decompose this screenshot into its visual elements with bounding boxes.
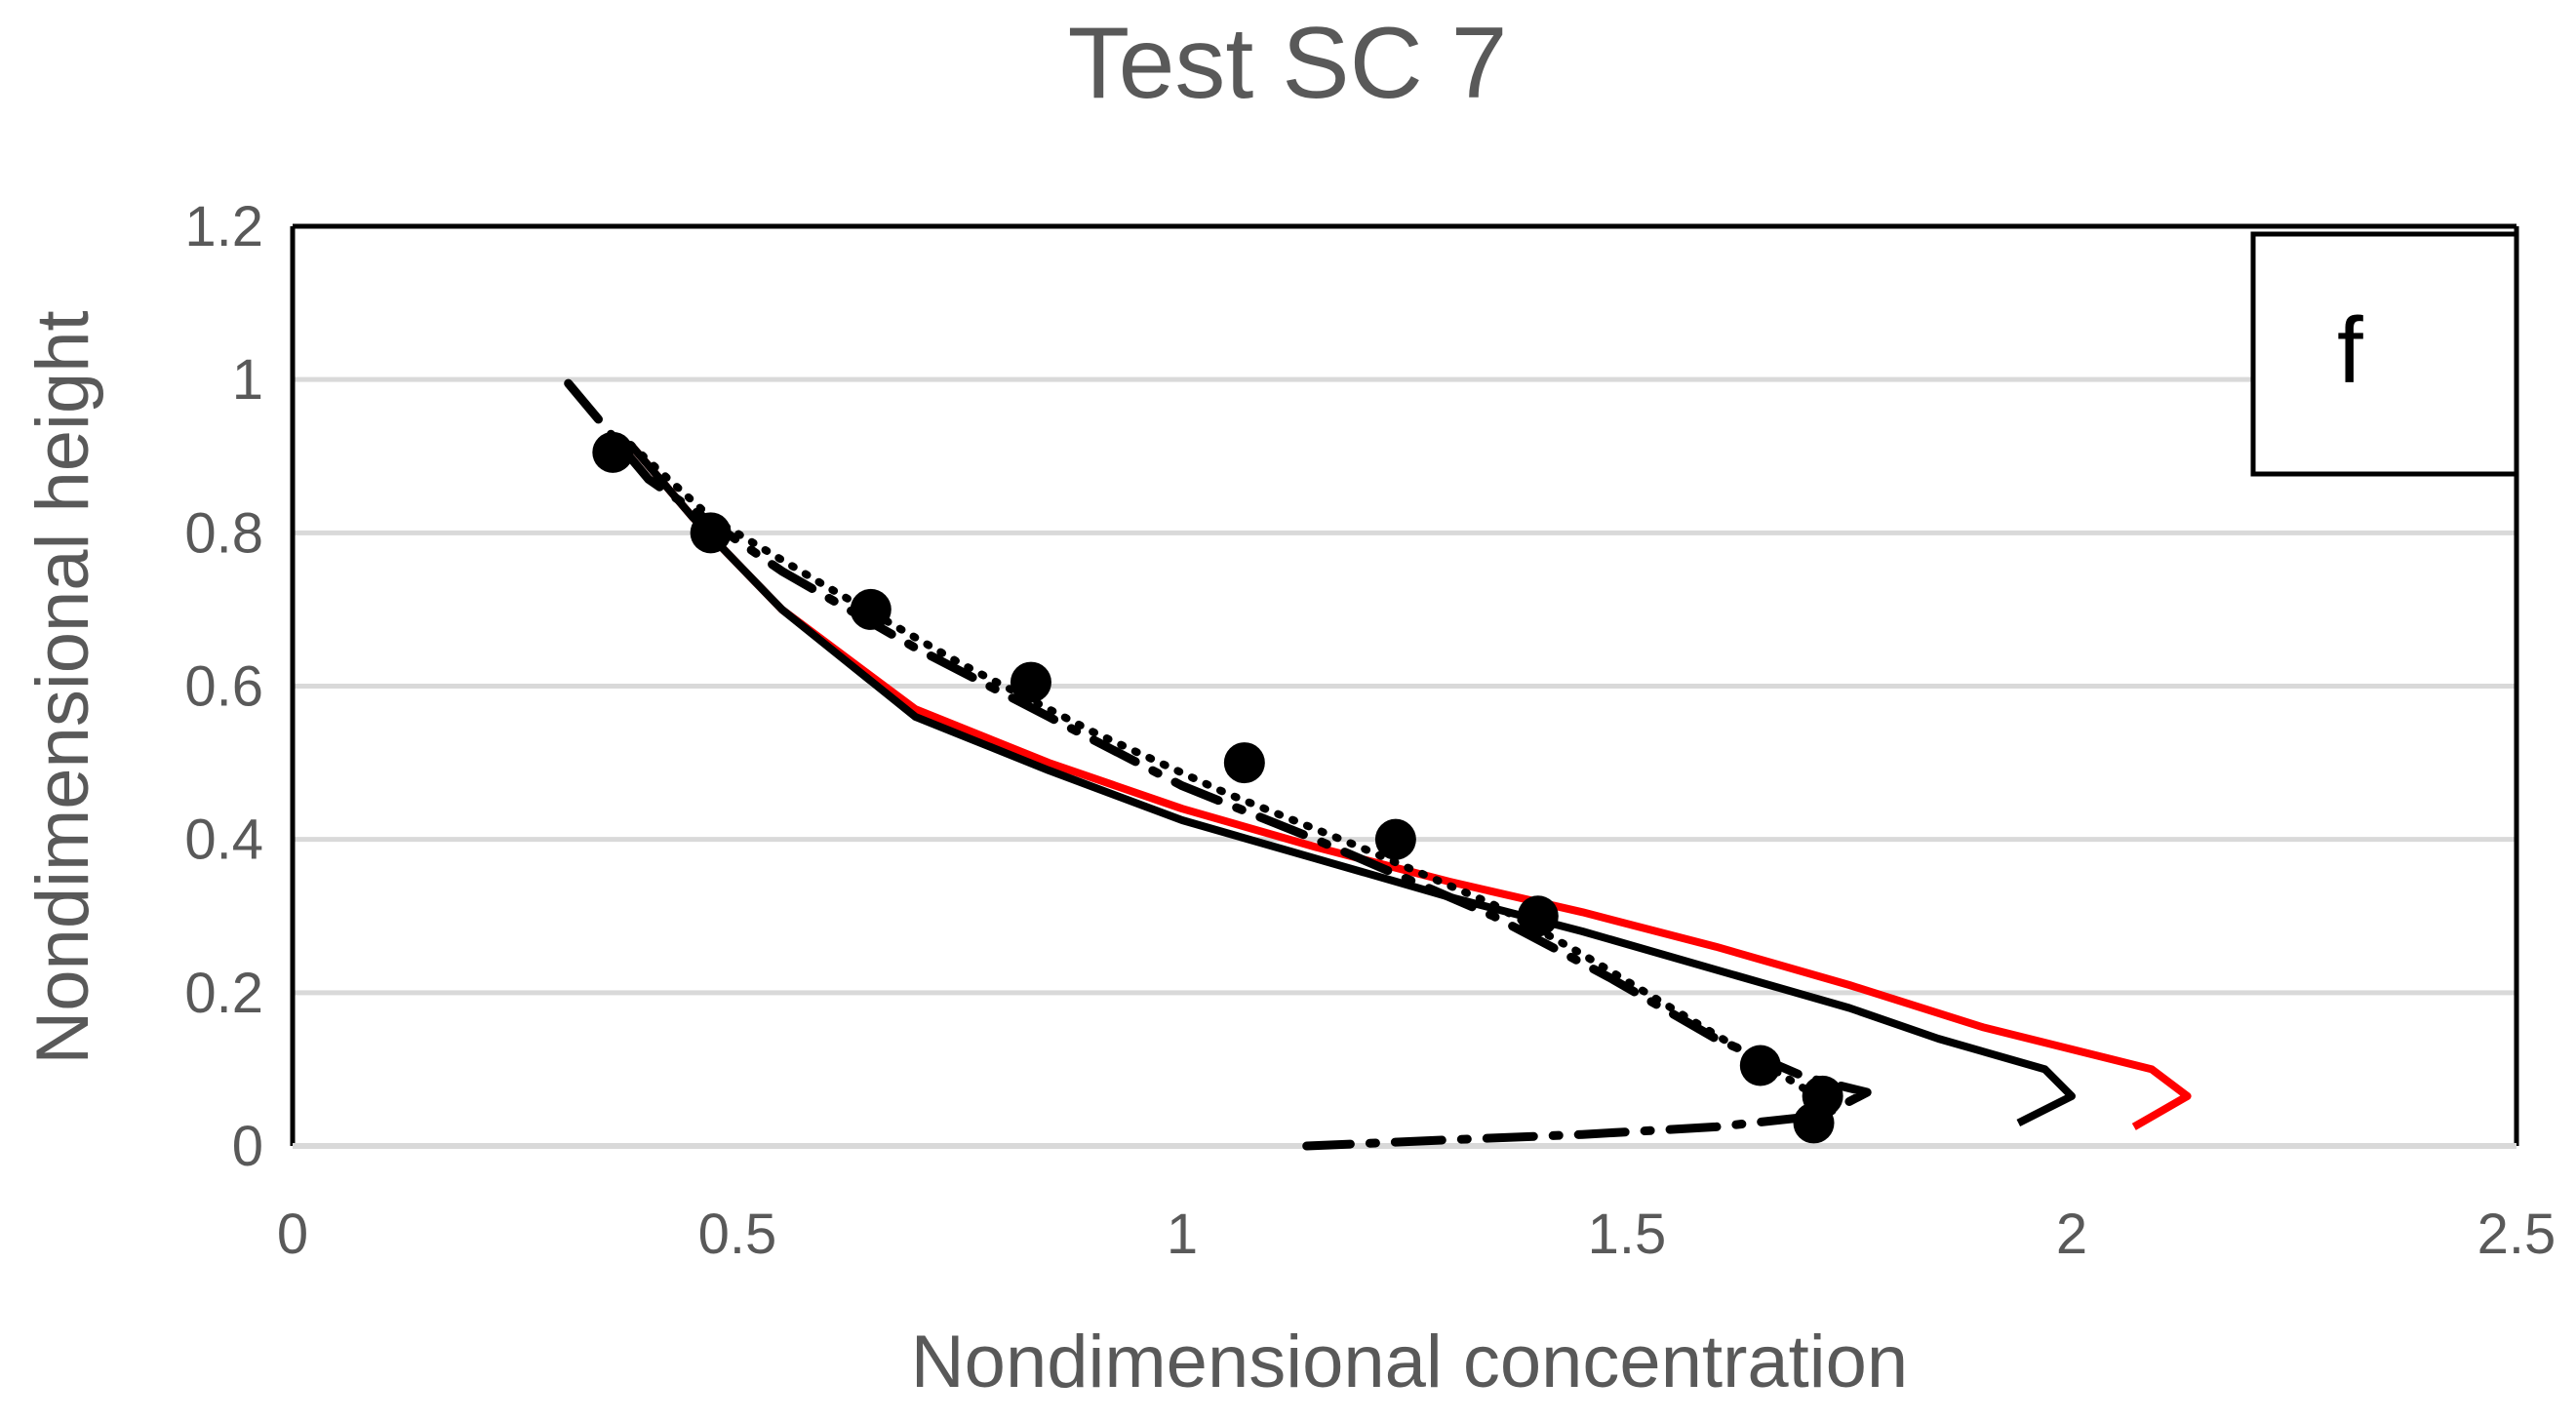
data-point-measured [1223,742,1265,784]
series-line-model-dotted [626,441,1827,1127]
grid-layer [293,376,2517,996]
data-point-measured [592,431,634,473]
tick-layer: 0 0.2 0.4 0.6 0.8 1 1.2 0 0.5 1 1.5 2 2.5 [184,195,2556,1266]
y-tick-label: 1.2 [184,195,263,258]
data-point-measured [1010,661,1051,703]
x-tick-label: 1 [1167,1203,1198,1266]
panel-label-box: f [2250,231,2519,477]
series-line-model-dashdot [564,378,1872,1151]
data-point-measured [1793,1102,1835,1144]
data-point-measured [690,512,732,554]
data-point-measured [850,588,892,630]
series-line-model-black [627,442,2076,1126]
x-axis-label: Nondimensional concentration [911,1321,1908,1403]
y-axis-label: Nondimensional height [21,310,104,1064]
data-point-measured [1517,895,1559,937]
y-tick-label: 1 [232,348,263,412]
x-tick-label: 1.5 [1588,1203,1667,1266]
y-tick-label: 0.4 [184,809,263,872]
x-tick-label: 2 [2056,1203,2087,1266]
data-point-measured [1739,1045,1781,1086]
y-tick-label: 0.2 [184,962,263,1025]
data-point-measured [1374,818,1416,860]
series-layer [564,378,2192,1151]
x-tick-label: 0 [277,1203,308,1266]
panel-label: f [2337,298,2363,403]
y-tick-label: 0.6 [184,655,263,719]
y-tick-label: 0 [232,1115,263,1178]
series-line-model-red [627,442,2192,1130]
x-tick-label: 0.5 [698,1203,777,1266]
y-tick-label: 0.8 [184,501,263,565]
chart-title: Test SC 7 [1068,7,1508,120]
panel-label-frame [2250,231,2519,477]
x-tick-label: 2.5 [2477,1203,2556,1266]
